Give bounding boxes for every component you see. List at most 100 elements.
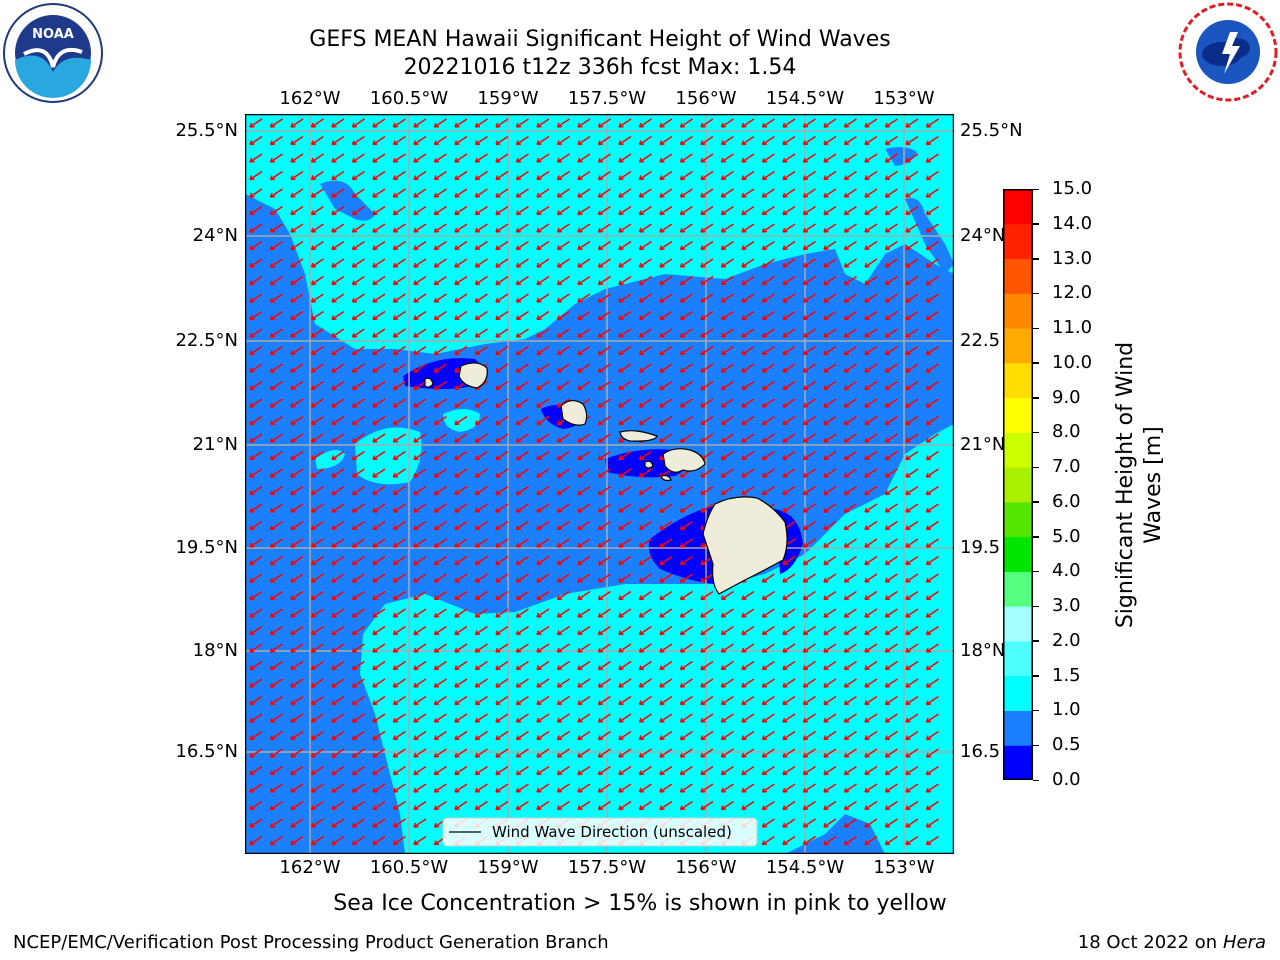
wind-wave-arrow [618, 415, 632, 426]
wind-wave-arrow [331, 468, 345, 478]
wind-wave-arrow [454, 625, 468, 636]
map-legend[interactable]: Wind Wave Direction (unscaled) [442, 817, 758, 847]
wind-wave-arrow [474, 398, 488, 408]
wind-wave-arrow [864, 380, 878, 391]
lon-tick-top: 159°W [477, 88, 539, 109]
wind-wave-arrow [474, 328, 488, 338]
wind-wave-arrow [556, 520, 570, 531]
wind-wave-arrow [782, 450, 796, 461]
wind-wave-arrow [741, 800, 755, 811]
wind-wave-arrow [884, 625, 898, 636]
wind-wave-arrow [269, 293, 283, 303]
wind-wave-arrow [802, 345, 816, 356]
wind-wave-arrow [925, 293, 939, 303]
wind-wave-arrow [577, 328, 591, 338]
wind-wave-arrow [679, 713, 693, 723]
wind-wave-arrow [413, 188, 427, 198]
wind-wave-arrow [433, 135, 447, 146]
wind-wave-arrow [802, 135, 816, 146]
wind-wave-arrow [515, 590, 529, 601]
wind-wave-arrow [290, 800, 304, 811]
wind-wave-arrow [269, 135, 283, 146]
wind-wave-arrow [249, 258, 263, 268]
wind-wave-arrow [536, 153, 550, 163]
wind-wave-arrow [454, 415, 468, 426]
wind-wave-arrow [474, 538, 488, 548]
wind-wave-arrow [413, 205, 427, 216]
wind-wave-arrow [310, 800, 324, 811]
wind-wave-arrow [249, 485, 263, 496]
wind-wave-arrow [925, 328, 939, 338]
lon-tick-bottom: 162°W [279, 857, 341, 878]
wind-wave-arrow [474, 468, 488, 478]
wind-wave-arrow [290, 590, 304, 601]
wind-wave-arrow [659, 328, 673, 338]
wind-wave-arrow [413, 643, 427, 653]
wind-wave-arrow [495, 485, 509, 496]
wind-wave-arrow [700, 293, 714, 303]
wind-wave-arrow [577, 188, 591, 198]
wind-wave-arrow [700, 485, 714, 496]
wind-wave-arrow [310, 835, 324, 846]
wind-wave-arrow [556, 328, 570, 338]
wind-wave-arrow [372, 835, 386, 846]
wind-wave-arrow [351, 275, 365, 286]
wind-wave-arrow [515, 765, 529, 776]
wind-wave-arrow [433, 170, 447, 181]
wind-wave-arrow [413, 608, 427, 618]
wind-wave-arrow [925, 695, 939, 706]
wind-wave-arrow [925, 433, 939, 443]
wind-wave-arrow [905, 485, 919, 496]
wind-wave-arrow [700, 765, 714, 776]
wind-wave-arrow [413, 258, 427, 268]
colorbar-segment [1003, 571, 1033, 607]
wind-wave-arrow [249, 135, 263, 146]
wind-wave-arrow [249, 573, 263, 583]
wind-wave-arrow [925, 713, 939, 723]
wind-wave-arrow [392, 363, 406, 373]
wind-wave-arrow [495, 293, 509, 303]
wind-wave-arrow [536, 485, 550, 496]
lon-tick-bottom: 153°W [873, 857, 935, 878]
wind-wave-arrow [310, 573, 324, 583]
wind-wave-arrow [269, 503, 283, 513]
wind-wave-arrow [433, 503, 447, 513]
wind-wave-arrow [536, 258, 550, 268]
wind-wave-arrow [454, 660, 468, 671]
wind-wave-arrow [884, 433, 898, 443]
wind-wave-arrow [700, 363, 714, 373]
wind-wave-arrow [741, 678, 755, 688]
wind-wave-arrow [802, 783, 816, 793]
wind-wave-arrow [864, 118, 878, 128]
wind-wave-arrow [392, 625, 406, 636]
wind-wave-arrow [864, 450, 878, 461]
wind-wave-arrow [515, 345, 529, 356]
map-panel: Wind Wave Direction (unscaled) [245, 114, 954, 854]
wind-wave-arrow [433, 713, 447, 723]
wind-wave-arrow [310, 555, 324, 566]
wind-wave-arrow [884, 800, 898, 811]
wind-wave-arrow [392, 135, 406, 146]
wind-wave-arrow [331, 345, 345, 356]
wind-wave-arrow [372, 240, 386, 251]
wind-wave-arrow [392, 258, 406, 268]
wind-wave-arrow [269, 730, 283, 741]
wind-wave-arrow [905, 188, 919, 198]
wind-wave-arrow [515, 660, 529, 671]
wind-wave-arrow [372, 188, 386, 198]
ocean-patch-sw [315, 450, 345, 469]
wind-wave-arrow [843, 258, 857, 268]
wind-wave-arrow [802, 380, 816, 391]
wind-wave-arrow [249, 380, 263, 391]
wind-wave-arrow [331, 258, 345, 268]
wind-wave-arrow [618, 538, 632, 548]
wind-wave-arrow [802, 118, 816, 128]
wind-wave-arrow [290, 485, 304, 496]
wind-wave-arrow [925, 398, 939, 408]
wind-wave-arrow [474, 608, 488, 618]
wind-wave-arrow [454, 345, 468, 356]
wind-wave-arrow [925, 625, 939, 636]
wind-wave-arrow [679, 240, 693, 251]
colorbar-tick-label: 1.5 [1052, 664, 1081, 686]
island-kauai [458, 362, 488, 389]
